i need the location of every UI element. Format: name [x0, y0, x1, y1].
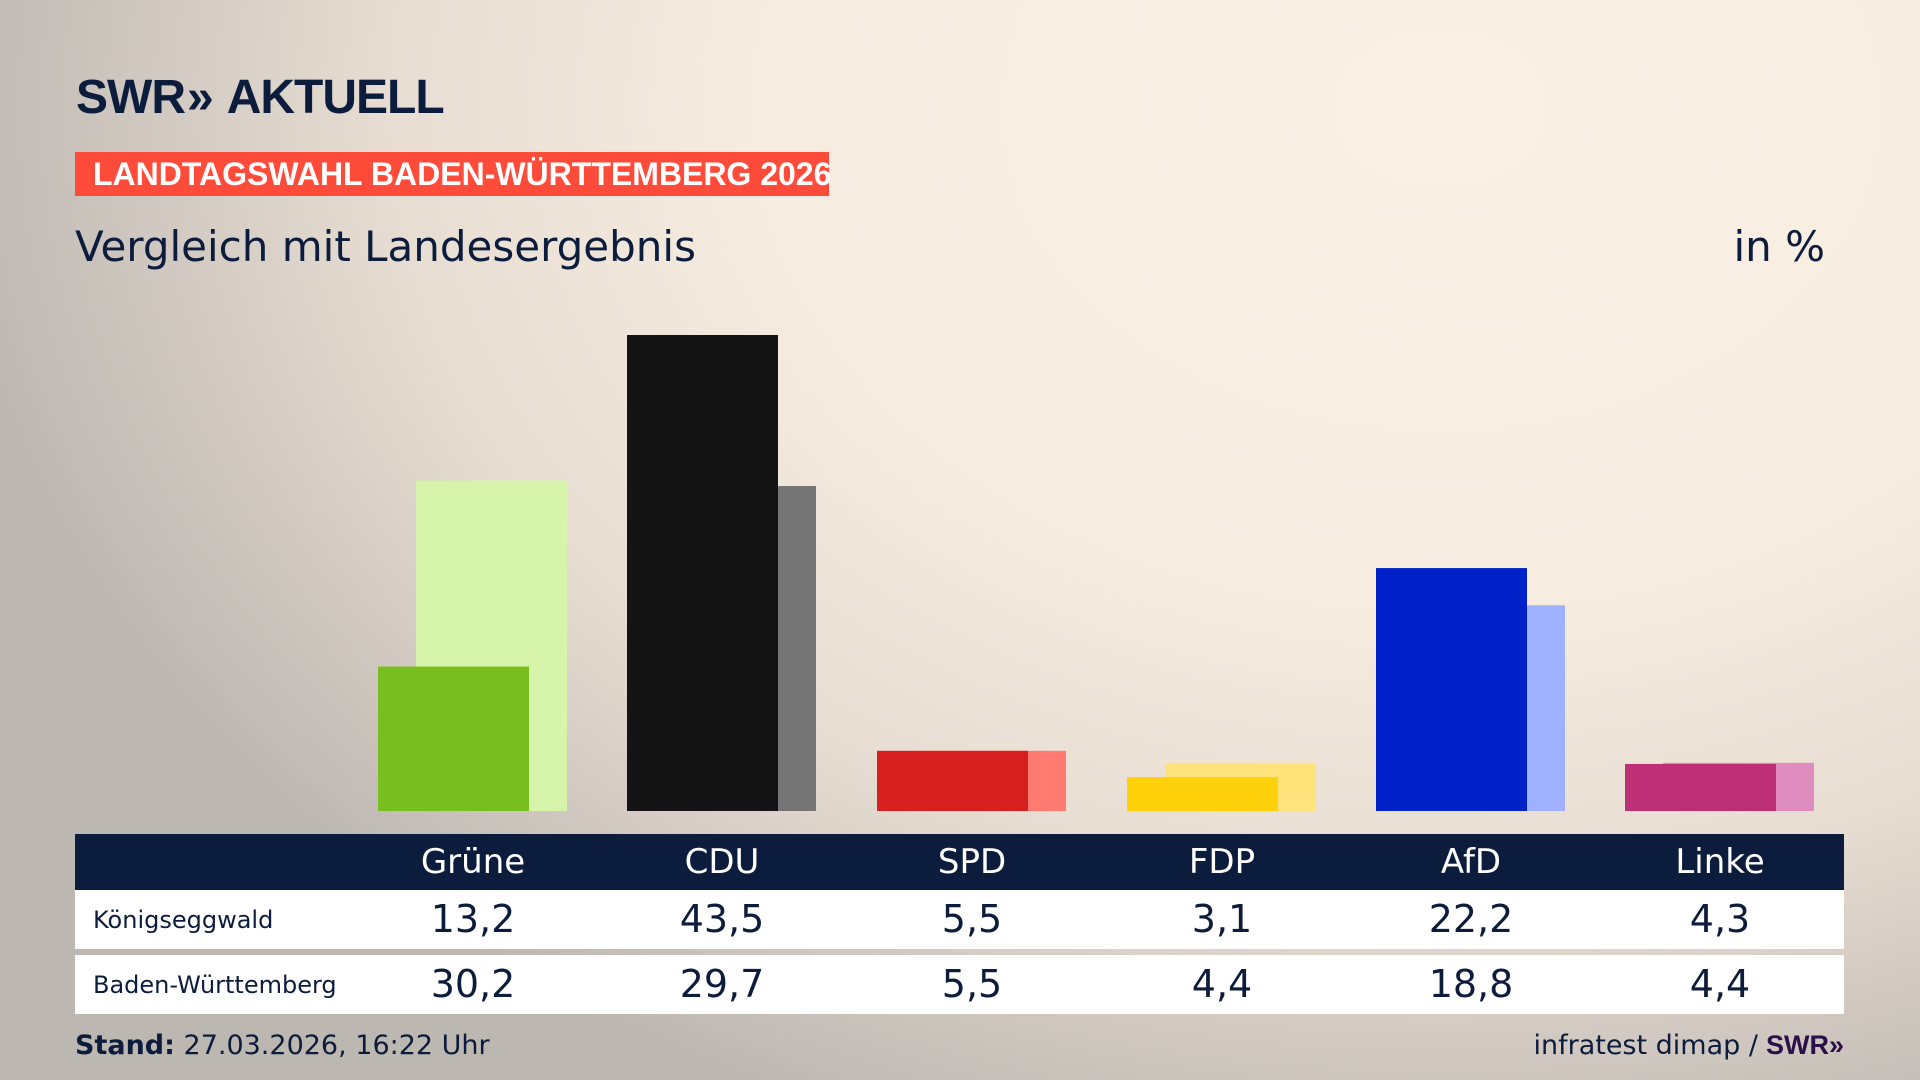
table-row: Königseggwald 13,2 43,5 5,5 3,1 22,2 4,3 [75, 890, 1844, 949]
value-cell: 13,2 [430, 897, 516, 941]
value-cell: 5,5 [941, 962, 1003, 1006]
value-cell: 22,2 [1428, 897, 1514, 941]
swr-logo-small: SWR» [1765, 1030, 1844, 1060]
table-header: Grüne CDU SPD FDP AfD Linke [75, 834, 1844, 890]
value-cell: 30,2 [430, 962, 516, 1006]
table-row: Baden-Württemberg 30,2 29,7 5,5 4,4 18,8 4,4 [75, 955, 1844, 1014]
value-cell: 4,3 [1689, 897, 1751, 941]
column-header: Grüne [420, 842, 526, 882]
value-cell: 4,4 [1191, 962, 1253, 1006]
column-header: SPD [937, 842, 1007, 882]
column-header: CDU [684, 842, 760, 882]
source: infratest dimap / SWR» [1533, 1030, 1844, 1061]
row-label: Königseggwald [93, 906, 274, 934]
bar-group-cdu [627, 335, 816, 811]
bar-local-afd [1376, 568, 1527, 811]
bar-local-fdp [1127, 777, 1278, 811]
column-header: AfD [1440, 842, 1502, 882]
unit-label: in % [1733, 222, 1825, 271]
timestamp: Stand: 27.03.2026, 16:22 Uhr [75, 1030, 490, 1061]
bar-local-cdu [627, 335, 778, 811]
value-cell: 3,1 [1191, 897, 1253, 941]
column-header: Linke [1675, 842, 1765, 882]
column-header: FDP [1188, 842, 1256, 882]
election-banner: LANDTAGSWAHL BADEN-WÜRTTEMBERG 2026 [75, 152, 831, 196]
swr-aktuell-logo: SWR» AKTUELL [76, 70, 445, 125]
bar-local-spd [877, 750, 1028, 811]
row-label: Baden-Württemberg [93, 971, 337, 999]
value-cell: 29,7 [679, 962, 765, 1006]
bar-group-spd [877, 750, 1066, 811]
bar-local-linke [1625, 763, 1776, 811]
bar-group-grüne [378, 480, 567, 811]
logo-aktuell: AKTUELL [226, 71, 445, 124]
value-cell: 43,5 [679, 897, 765, 941]
chart-subtitle: Vergleich mit Landesergebnis [75, 222, 696, 271]
bar-local-grüne [378, 666, 529, 811]
logo-arrows-icon: » [186, 71, 214, 124]
value-cell: 18,8 [1428, 962, 1514, 1006]
logo-swr: SWR [76, 71, 186, 124]
bar-group-fdp [1127, 762, 1316, 811]
value-cell: 5,5 [941, 897, 1003, 941]
stand-label: Stand: [75, 1030, 175, 1061]
bar-group-linke [1625, 762, 1814, 811]
source-text: infratest dimap / [1533, 1030, 1758, 1061]
stand-value: 27.03.2026, 16:22 Uhr [183, 1030, 490, 1061]
bar-group-afd [1376, 568, 1565, 811]
bar-chart [378, 335, 1814, 811]
value-cell: 4,4 [1689, 962, 1751, 1006]
